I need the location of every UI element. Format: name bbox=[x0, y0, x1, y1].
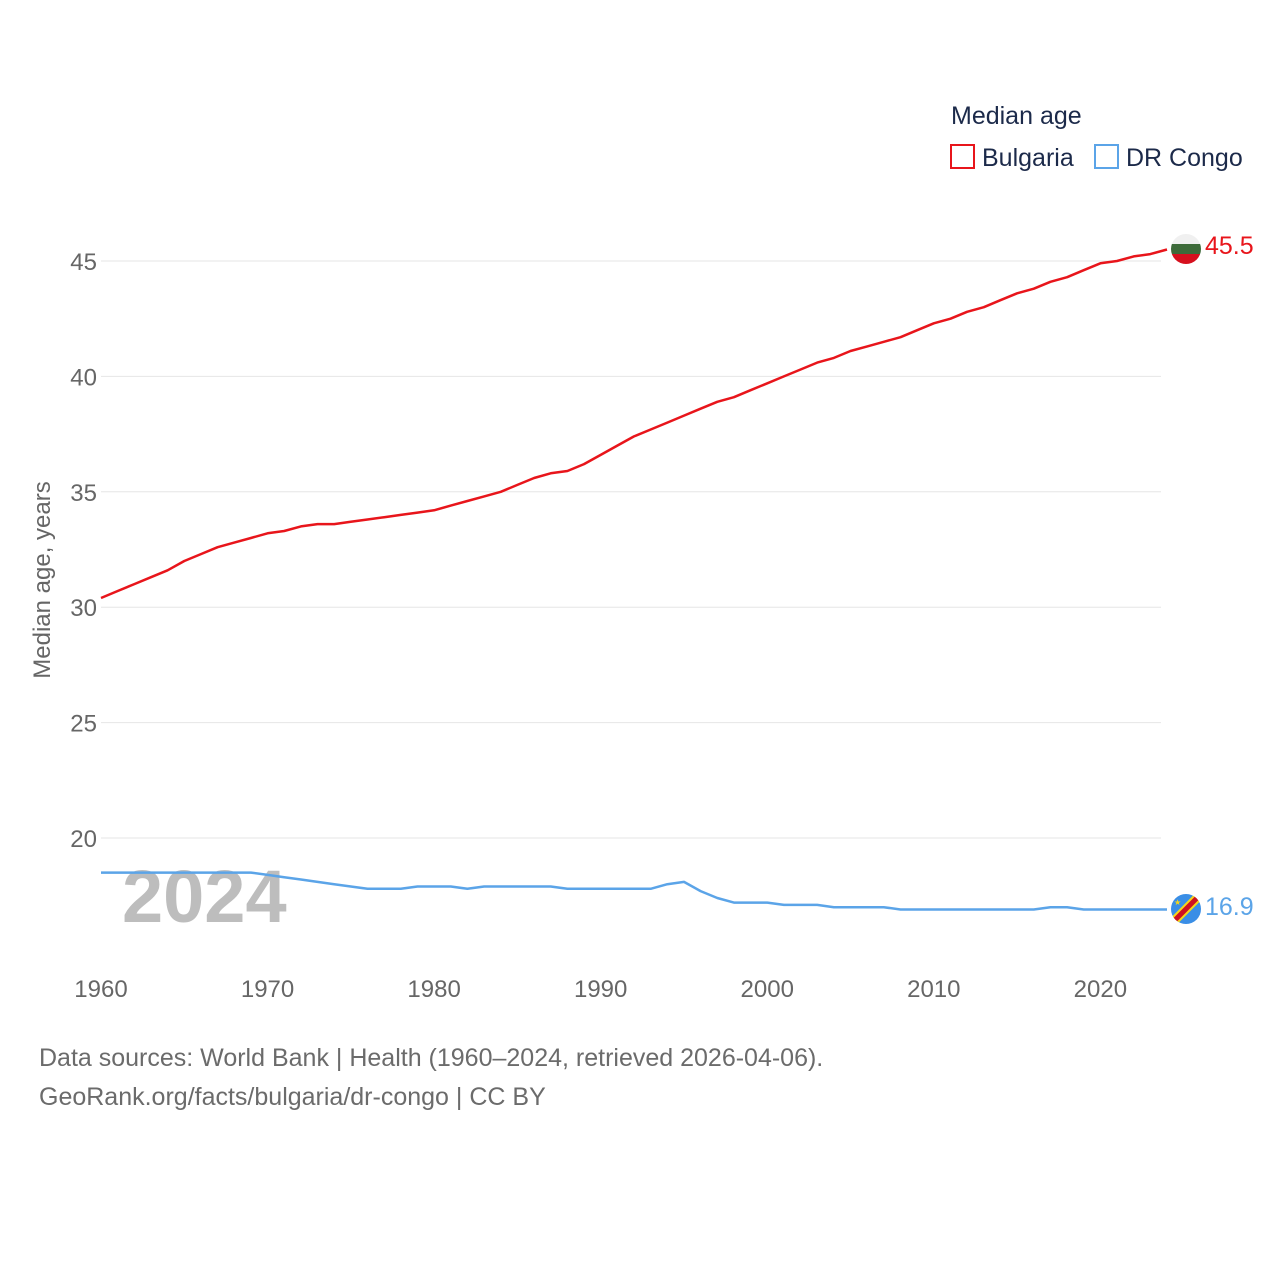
y-tick-label: 40 bbox=[70, 364, 97, 391]
legend-item-dr-congo[interactable]: DR Congo bbox=[1094, 144, 1243, 172]
y-tick-label: 20 bbox=[70, 826, 97, 853]
footer-source: Data sources: World Bank | Health (1960–… bbox=[39, 1044, 824, 1072]
end-label-bulgaria: 45.5 bbox=[1205, 232, 1254, 260]
legend-label-dr-congo: DR Congo bbox=[1126, 144, 1243, 172]
series-lines bbox=[100, 248, 1168, 911]
x-tick-label: 1960 bbox=[74, 976, 127, 1003]
series-line-dr-congo[interactable] bbox=[101, 871, 1167, 911]
legend-title: Median age bbox=[951, 102, 1082, 130]
dr-congo-flag-icon: ★ bbox=[1171, 894, 1201, 924]
end-label-dr-congo: 16.9 bbox=[1205, 893, 1254, 921]
x-tick-label: 1970 bbox=[241, 976, 294, 1003]
legend: Median age Bulgaria DR Congo bbox=[950, 102, 1243, 172]
series-line-bulgaria[interactable] bbox=[100, 248, 1168, 600]
year-watermark: 2024 bbox=[122, 855, 287, 938]
legend-swatch-bulgaria bbox=[950, 144, 975, 169]
x-tick-label: 2000 bbox=[741, 976, 794, 1003]
x-tick-label: 1980 bbox=[407, 976, 460, 1003]
legend-label-bulgaria: Bulgaria bbox=[982, 144, 1074, 172]
legend-swatch-dr-congo bbox=[1094, 144, 1119, 169]
grid-lines bbox=[101, 260, 1161, 839]
y-tick-label: 25 bbox=[70, 711, 97, 738]
svg-text:★: ★ bbox=[1174, 898, 1181, 907]
x-tick-label: 2020 bbox=[1074, 976, 1127, 1003]
x-axis-ticks: 1960 1970 1980 1990 2000 2010 2020 bbox=[74, 976, 1127, 1003]
bulgaria-flag-icon bbox=[1171, 234, 1201, 264]
x-tick-label: 1990 bbox=[574, 976, 627, 1003]
y-axis-ticks: 20 25 30 35 40 45 bbox=[70, 249, 97, 853]
x-tick-label: 2010 bbox=[907, 976, 960, 1003]
y-tick-label: 45 bbox=[70, 249, 97, 276]
y-tick-label: 30 bbox=[70, 595, 97, 622]
y-tick-label: 35 bbox=[70, 480, 97, 507]
y-axis-label: Median age, years bbox=[29, 481, 56, 678]
footer-attribution[interactable]: GeoRank.org/facts/bulgaria/dr-congo | CC… bbox=[39, 1083, 546, 1111]
legend-item-bulgaria[interactable]: Bulgaria bbox=[950, 144, 1074, 172]
